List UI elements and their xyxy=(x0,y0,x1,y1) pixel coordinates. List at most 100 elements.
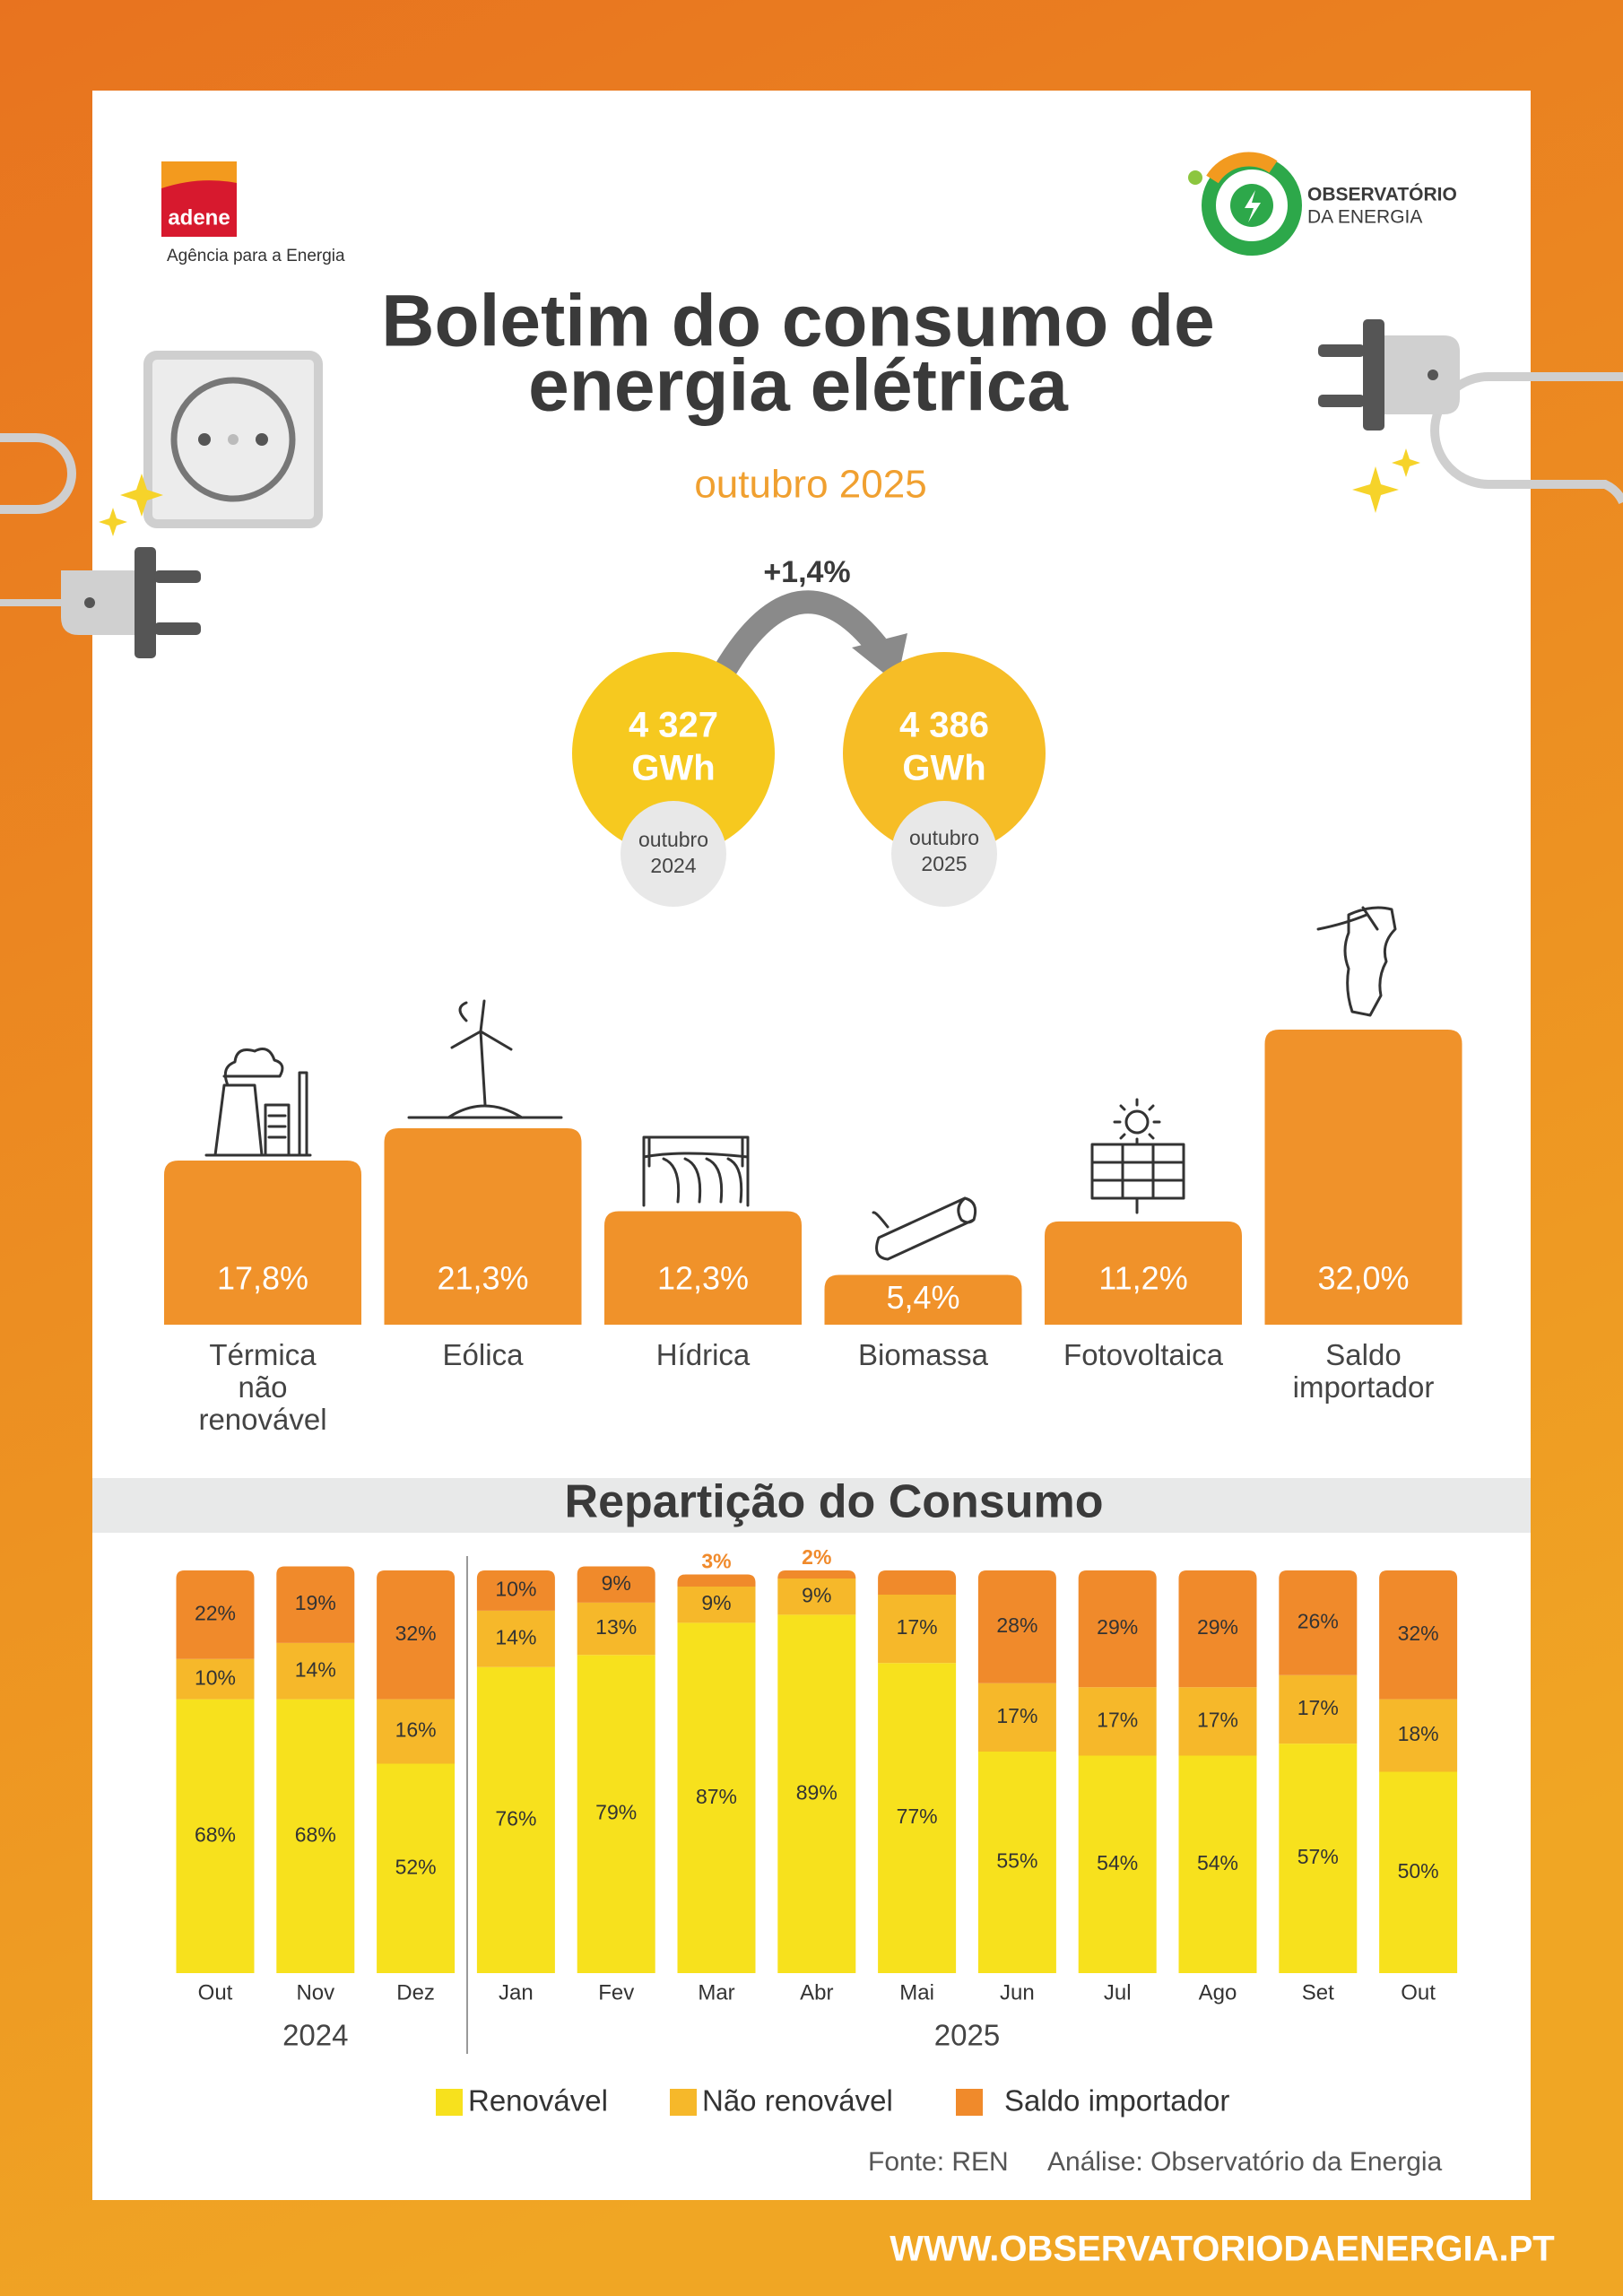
category-label: Eólica xyxy=(443,1338,525,1371)
x-tick-label: Fev xyxy=(598,1980,634,2005)
value-label: 79% xyxy=(595,1801,637,1824)
decoration xyxy=(0,319,1623,658)
bar-segment xyxy=(1279,1570,1358,1675)
bar-segment xyxy=(176,1570,255,1659)
bar xyxy=(824,1274,1022,1325)
value-label: 12,3% xyxy=(657,1260,749,1297)
unit-label: GWh xyxy=(631,749,715,788)
value-label: 22% xyxy=(195,1601,236,1624)
value-label: 54% xyxy=(1097,1851,1138,1874)
logo-text: adene xyxy=(168,205,230,230)
bar-segment xyxy=(577,1602,655,1656)
x-tick-label: Mar xyxy=(698,1980,734,2005)
bar-segment xyxy=(476,1610,555,1667)
value-label: 5,4% xyxy=(886,1279,959,1316)
value-label: 2% xyxy=(802,1545,831,1569)
value-label: 32% xyxy=(1398,1622,1439,1645)
bar-segment xyxy=(977,1752,1056,1973)
value-label: 55% xyxy=(996,1849,1037,1873)
x-tick-label: Dez xyxy=(396,1980,435,2005)
category-label: Fotovoltaica xyxy=(1063,1338,1224,1371)
bar-segment xyxy=(977,1570,1056,1683)
title: energia elétrica xyxy=(528,345,1069,427)
value-label: 17,8% xyxy=(217,1260,308,1297)
logo-tagline: Agência para a Energia xyxy=(167,247,345,265)
x-tick-label: Abr xyxy=(800,1980,833,2005)
title: Boletim do consumo de xyxy=(381,281,1214,362)
change-label: +1,4% xyxy=(763,555,850,589)
value-label: 3% xyxy=(701,1550,731,1573)
website: WWW.OBSERVATORIODAENERGIA.PT xyxy=(890,2230,1555,2269)
bar-segment xyxy=(377,1699,456,1764)
bar-segment xyxy=(777,1570,856,1578)
x-tick-label: Mai xyxy=(899,1980,934,2005)
bar-segment xyxy=(878,1594,957,1664)
period-label: 2025 xyxy=(921,852,967,875)
value-label: 29% xyxy=(1097,1615,1138,1639)
bar-segment xyxy=(577,1655,655,1973)
legend-label: Não renovável xyxy=(702,2084,893,2118)
value-label: 26% xyxy=(1298,1609,1339,1632)
value-label: 76% xyxy=(495,1806,536,1830)
bar-segment xyxy=(1279,1744,1358,1973)
bar xyxy=(1045,1221,1242,1325)
comparison: +1,4% 4 327 GWh 4 386 GWh outubro 2024 o… xyxy=(572,555,1046,907)
legend-swatch xyxy=(956,2089,983,2116)
value-circle xyxy=(572,652,775,855)
x-tick-label: Out xyxy=(1401,1980,1436,2005)
value-label: 9% xyxy=(602,1571,631,1595)
value-label: 52% xyxy=(395,1855,437,1878)
legend-swatch xyxy=(670,2089,697,2116)
value-label: 10% xyxy=(195,1665,236,1689)
bar-segment xyxy=(276,1699,355,1973)
bar-segment xyxy=(878,1570,957,1595)
value-label: 21,3% xyxy=(437,1260,528,1297)
bar-segment xyxy=(276,1642,355,1700)
x-tick-label: Set xyxy=(1302,1980,1334,2005)
value-label: 32% xyxy=(395,1622,437,1645)
logo-text: DA ENERGIA xyxy=(1307,207,1422,228)
subtitle: outubro 2025 xyxy=(694,463,926,507)
bar-segment xyxy=(777,1614,856,1973)
bar-segment xyxy=(1379,1699,1458,1772)
value-label: 16% xyxy=(395,1718,437,1742)
logo-text: OBSERVATÓRIO xyxy=(1307,184,1457,205)
value-label: 17% xyxy=(1197,1708,1238,1731)
period-circle xyxy=(621,801,726,907)
value-label: 17% xyxy=(996,1704,1037,1727)
value-label: 4 327 xyxy=(629,706,718,745)
section-band xyxy=(92,1478,1531,1533)
unit-label: GWh xyxy=(902,749,985,788)
value-label: 68% xyxy=(195,1822,236,1846)
adene-logo: adene Agência para a Energia xyxy=(161,161,345,265)
value-label: 87% xyxy=(696,1785,737,1808)
source: Fonte: REN xyxy=(868,2147,1009,2177)
bar-segment xyxy=(677,1622,756,1973)
value-label: 28% xyxy=(996,1613,1037,1637)
period-label: outubro xyxy=(909,826,979,849)
bar-segment xyxy=(1379,1771,1458,1973)
value-label: 14% xyxy=(295,1657,336,1681)
bar-segment xyxy=(777,1578,856,1615)
value-label: 17% xyxy=(1298,1696,1339,1719)
legend-label: Renovável xyxy=(468,2084,608,2118)
period-label: outubro xyxy=(638,828,708,851)
x-tick-label: Out xyxy=(198,1980,233,2005)
bar-segment xyxy=(1178,1687,1257,1756)
bar-segment xyxy=(878,1663,957,1973)
analysis: Análise: Observatório da Energia xyxy=(1047,2147,1443,2177)
bar-segment xyxy=(1178,1570,1257,1688)
bar-segment xyxy=(1178,1755,1257,1973)
bar-segment xyxy=(1078,1687,1157,1756)
category-label: Hídrica xyxy=(656,1338,751,1371)
period-label: 2024 xyxy=(650,854,696,877)
value-label: 11,2% xyxy=(1098,1260,1187,1297)
x-tick-label: Jun xyxy=(1000,1980,1035,2005)
bar xyxy=(164,1161,361,1325)
bar-segment xyxy=(377,1763,456,1973)
x-tick-label: Jul xyxy=(1104,1980,1132,2005)
bar-segment xyxy=(1078,1570,1157,1688)
bar-segment xyxy=(1379,1570,1458,1700)
